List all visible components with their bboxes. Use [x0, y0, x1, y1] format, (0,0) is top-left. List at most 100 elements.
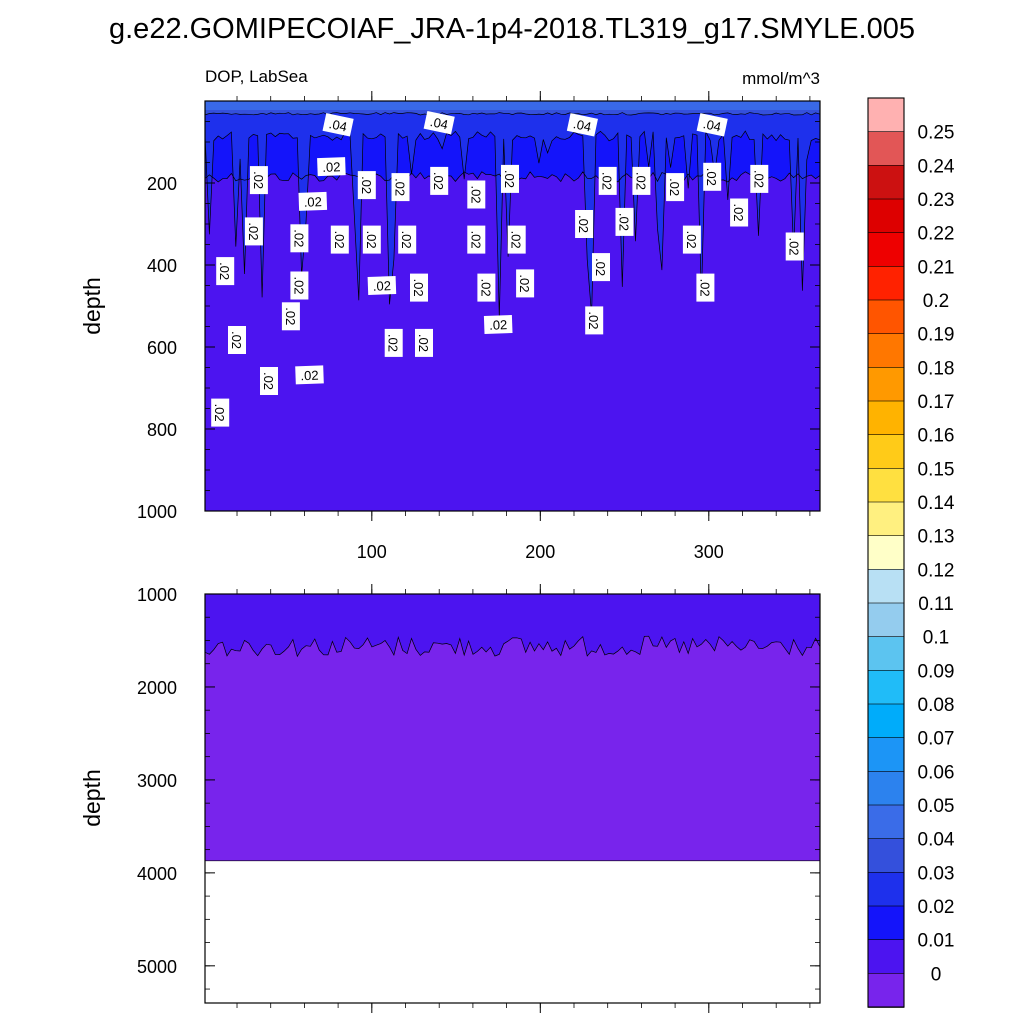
colorbar-level-label: 0.22 — [918, 224, 955, 245]
contour-label-box — [785, 232, 804, 261]
colorbar-level-label: 0.04 — [918, 830, 955, 851]
lower-y-axis-label: depth — [79, 769, 105, 827]
contour-label-text: .02 — [212, 404, 227, 422]
contour-label-text: .02 — [431, 172, 446, 190]
colorbar-level-label: 0.18 — [918, 358, 955, 379]
contour-label: .02 — [298, 191, 328, 211]
colorbar-swatch — [867, 569, 905, 604]
contour-label-box — [249, 166, 268, 195]
contour-label: .02 — [682, 225, 701, 254]
contour-label-text: .02 — [373, 278, 392, 294]
contour-label: .02 — [249, 166, 268, 195]
contour-label: .02 — [467, 180, 486, 209]
upper-axis-ticks: 200 400 600 800 1000 100 200 300 — [137, 91, 820, 562]
lower-plot-frame — [204, 593, 821, 1004]
contour-label-text: .02 — [667, 178, 682, 196]
colorbar-level-label: 0.03 — [918, 863, 955, 884]
y-tick-label: 400 — [147, 256, 177, 276]
contour-label: .02 — [410, 273, 428, 302]
y-tick-label: 200 — [147, 174, 177, 194]
contour-label: .02 — [507, 225, 526, 254]
colorbar-swatch — [867, 602, 905, 638]
contour-label-box — [467, 180, 486, 209]
upper-y-axis-label: depth — [79, 277, 105, 335]
contour-label: .02 — [477, 273, 496, 302]
contour-label-box — [423, 110, 455, 135]
colorbar-level-label: 0.15 — [918, 459, 955, 480]
contour-label: .02 — [244, 217, 263, 246]
contour-label-box — [317, 157, 346, 177]
contour-label-text: .04 — [328, 116, 349, 134]
colorbar-swatch — [867, 367, 905, 402]
contour-label-text: .02 — [502, 170, 517, 188]
colorbar-swatch — [867, 804, 905, 840]
contour-label-box — [290, 224, 309, 253]
colorbar-level-label: 0.14 — [918, 493, 955, 514]
surface-band — [205, 101, 820, 111]
no-data-region — [205, 860, 820, 1003]
colorbar-swatch — [867, 905, 905, 941]
y-tick-label: 800 — [147, 420, 177, 440]
colorbar-level-label: 0.08 — [918, 695, 955, 716]
colorbar-level-label: 0.2 — [923, 291, 949, 312]
contour-band-0.01 — [205, 594, 820, 657]
contour-label: .02 — [415, 328, 433, 357]
contour-label-text: .02 — [386, 334, 401, 352]
contour-label: .02 — [483, 315, 513, 334]
colorbar-level-label: 0.07 — [918, 729, 955, 750]
contour-label-text: .02 — [217, 262, 232, 280]
upper-depth-panel: .04 .04 .04 .04 .02 .02 .02 .02 .02 .02 .02 .02 .02.… — [79, 91, 821, 562]
contour-label-box — [507, 225, 526, 254]
contour-label-box — [632, 166, 651, 195]
contour-label-text: .04 — [429, 114, 450, 132]
contour-label-box — [398, 225, 417, 254]
contour-label-box — [682, 225, 701, 254]
lower-axis-ticks: 1000 2000 3000 4000 5000 — [137, 584, 820, 1013]
contour-label: .02 — [501, 164, 519, 193]
colorbar-swatch — [867, 198, 905, 234]
lower-depth-panel: 1000 2000 3000 4000 5000 depth — [79, 584, 821, 1013]
colorbar-frame — [867, 97, 905, 1008]
contour-label: .02 — [211, 398, 230, 427]
contour-label-box — [467, 225, 486, 254]
contour-label-text: .02 — [261, 372, 276, 390]
contour-label: .04 — [696, 113, 728, 137]
contour-label-box — [384, 328, 403, 357]
contour-label: .02 — [615, 207, 634, 236]
colorbar-swatch — [867, 939, 905, 975]
contour-label: .02 — [696, 273, 715, 302]
contour-label-text: .02 — [411, 279, 426, 297]
contour-label-text: .02 — [229, 331, 244, 349]
contour-label: .02 — [750, 164, 769, 193]
contour-label-box — [295, 365, 324, 385]
colorbar-swatch — [867, 434, 905, 470]
contour-label: .02 — [585, 306, 604, 335]
colorbar-level-label: 0.17 — [918, 392, 955, 413]
contour-label-box — [281, 302, 300, 331]
colorbar-level-label: 0.23 — [918, 190, 955, 211]
contour-label: .02 — [384, 328, 403, 357]
contour-label-text: .04 — [702, 116, 723, 134]
contour-label: .02 — [592, 253, 610, 282]
contour-label-box — [330, 225, 349, 254]
contour-label-text: .02 — [332, 231, 347, 249]
contour-label-text: .02 — [593, 258, 608, 276]
contour-label-text: .02 — [697, 279, 712, 297]
contour-label: .02 — [398, 225, 417, 254]
contour-label-text: .02 — [251, 171, 266, 189]
contour-label-box — [357, 171, 376, 200]
contour-label-text: .02 — [291, 229, 306, 247]
contour-label-text: .02 — [304, 194, 323, 210]
contour-label-text: .02 — [509, 231, 524, 249]
contour-label: .02 — [216, 257, 235, 286]
x-tick-label: 200 — [525, 542, 555, 562]
contour-label-box — [585, 306, 604, 335]
contour-label: .02 — [598, 166, 617, 195]
contour-label: .02 — [430, 166, 449, 195]
y-tick-label: 4000 — [137, 864, 177, 884]
contour-label-text: .02 — [300, 368, 319, 384]
x-tick-label: 100 — [357, 542, 387, 562]
contour-label-text: .02 — [364, 231, 379, 249]
contour-label-box — [750, 164, 769, 193]
colorbar-swatch — [867, 165, 905, 200]
